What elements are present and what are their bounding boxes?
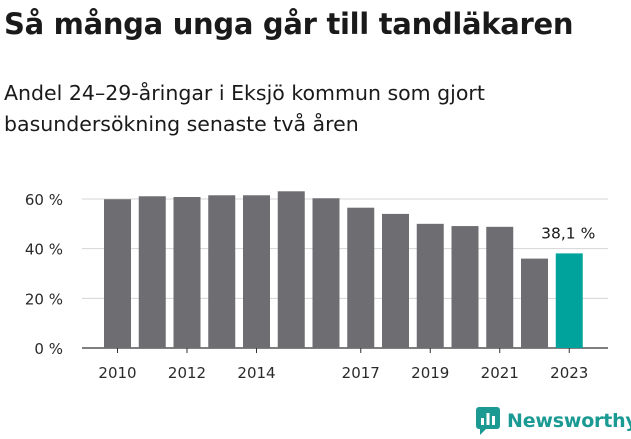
gridlines: [82, 198, 608, 349]
x-tick-label: 2014: [237, 364, 275, 382]
bar-2014: [243, 195, 270, 348]
newsworthy-logo-icon: [476, 407, 500, 435]
bar-2023: [555, 253, 583, 348]
x-tick-label: 2010: [98, 364, 136, 382]
x-tick-label: 2019: [411, 364, 449, 382]
x-tick-label: 2017: [342, 364, 380, 382]
bar-2010: [104, 199, 131, 348]
highlight-value-label: 38,1 %: [541, 224, 595, 242]
brand-name: Newsworthy: [507, 410, 631, 432]
bar-2019: [416, 223, 444, 348]
y-tick-label: 60 %: [25, 191, 63, 209]
data-labels: 38,1 %: [541, 224, 595, 242]
bar-2016: [312, 198, 340, 348]
y-tick-label: 40 %: [25, 241, 63, 259]
y-tick-label: 20 %: [25, 290, 63, 308]
x-axis-ticks: 2010 2012 2014 2017 2019 2021 2023: [98, 348, 588, 382]
bar-2013: [208, 195, 236, 348]
y-tick-label: 0 %: [34, 340, 63, 358]
chart-title: Så många unga går till tandläkaren: [4, 7, 574, 41]
newsworthy-logo[interactable]: Newsworthy: [476, 406, 631, 436]
chart-subtitle: Andel 24–29-åringar i Eksjö kommun som g…: [4, 81, 485, 136]
x-tick-label: 2012: [168, 364, 206, 382]
bar-2011: [138, 196, 166, 348]
bar-2012: [173, 197, 201, 348]
bar-2015: [277, 191, 305, 348]
bar-2022: [521, 258, 548, 348]
bar-2018: [382, 213, 409, 348]
bar-2021: [486, 226, 514, 348]
y-axis-ticks: 0 % 20 % 40 % 60 %: [25, 191, 63, 358]
bars: [104, 191, 583, 348]
bar-2020: [451, 226, 479, 348]
x-tick-label: 2021: [481, 364, 519, 382]
bar-2017: [347, 207, 375, 348]
x-tick-label: 2023: [550, 364, 588, 382]
